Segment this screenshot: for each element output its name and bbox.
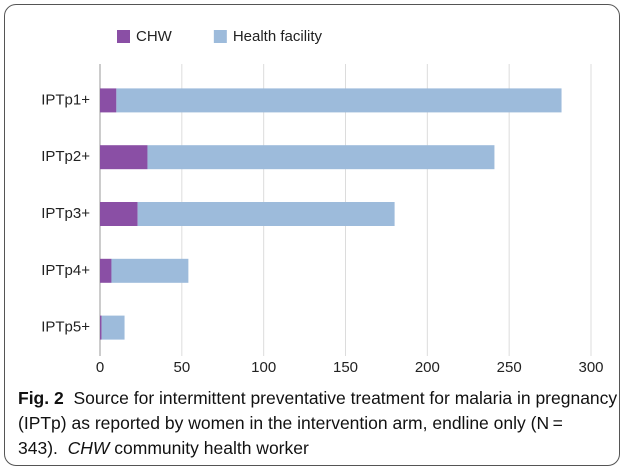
legend-label: Health facility <box>233 28 323 45</box>
caption-label: Fig. 2 <box>18 388 64 408</box>
x-tick-label: 150 <box>333 359 358 376</box>
chart: 0 50 100 150 200 250 300 CHW Health facility IPTp… <box>41 28 603 376</box>
legend-swatch <box>213 30 227 43</box>
legend-label: CHW <box>136 28 173 45</box>
bar-segment <box>137 202 395 226</box>
bar-segment <box>100 315 102 340</box>
bar-segment <box>100 145 148 170</box>
y-tick-label: IPTp1+ <box>41 91 90 108</box>
caption: Fig. 2 Source for intermittent preventat… <box>18 386 618 461</box>
bar-segment <box>111 258 189 283</box>
legend-swatch <box>117 30 130 43</box>
y-tick-label: IPTp4+ <box>41 262 90 279</box>
caption-abbr: CHW <box>67 438 110 458</box>
bar-segment <box>147 145 495 170</box>
x-tick-label: 50 <box>173 359 190 376</box>
bar-segment <box>101 315 125 340</box>
x-tick-label: 300 <box>578 359 603 376</box>
caption-text: Source for intermittent preventative tre… <box>18 388 618 458</box>
bar-segment <box>100 88 117 113</box>
x-tick-label: 100 <box>251 359 276 376</box>
y-tick-label: IPTp5+ <box>41 319 90 336</box>
figure-frame <box>4 4 620 466</box>
y-tick-label: IPTp2+ <box>41 148 90 165</box>
x-tick-label: 250 <box>497 359 522 376</box>
x-tick-label: 0 <box>96 359 104 376</box>
y-tick-label: IPTp3+ <box>41 205 90 222</box>
bar-segment <box>100 202 138 226</box>
caption-abbr-def: community health worker <box>114 438 309 458</box>
bar-segment <box>100 258 112 283</box>
bar-segment <box>116 88 562 113</box>
x-tick-label: 200 <box>415 359 440 376</box>
